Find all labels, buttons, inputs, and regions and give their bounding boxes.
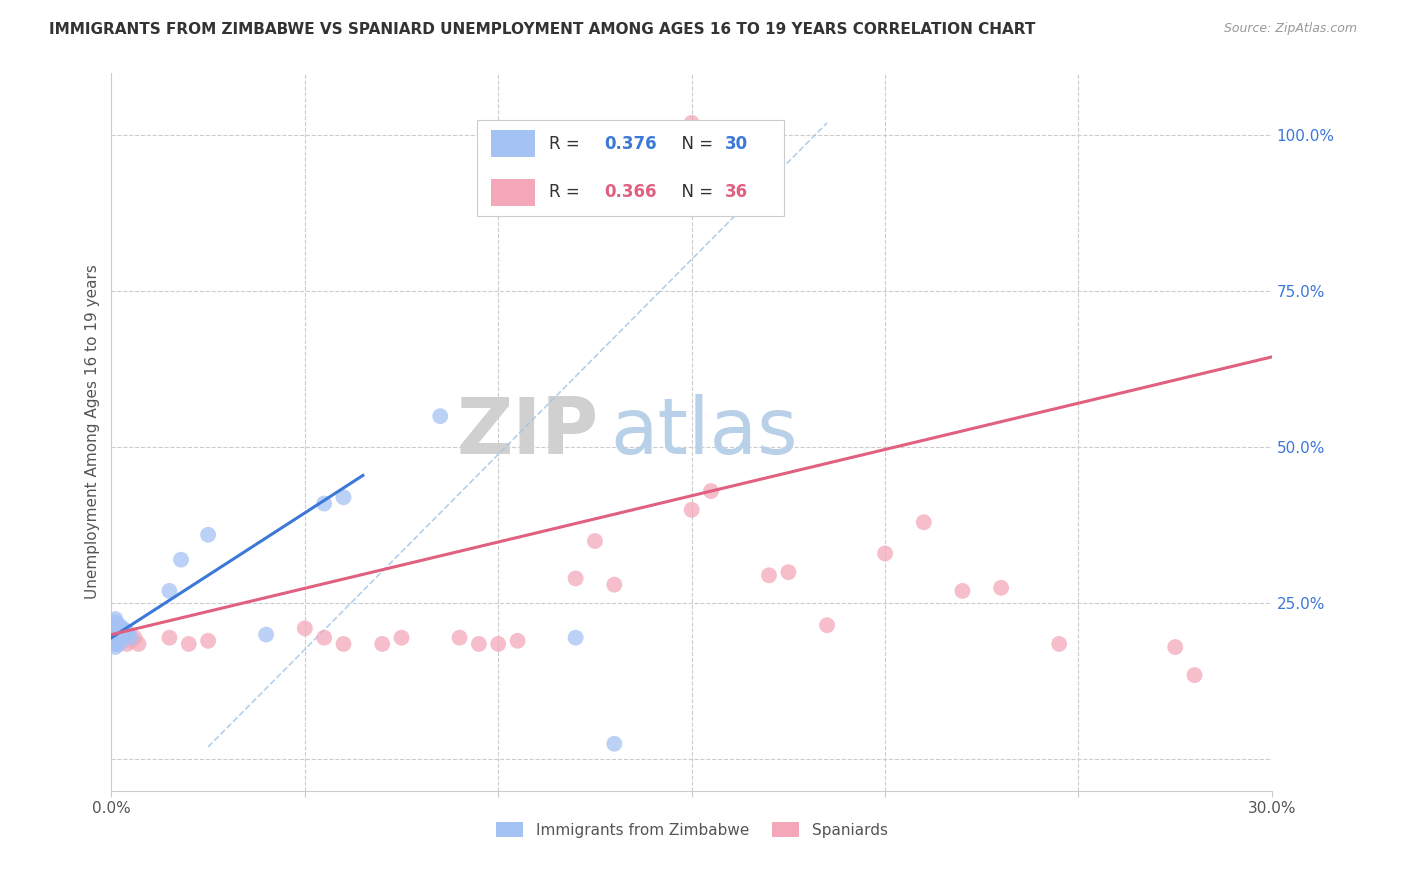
Point (104, 621, 127, 635)
Point (104, 631, 127, 645)
Point (603, 737, 626, 751)
Point (120, 633, 142, 648)
Point (294, 621, 316, 635)
Point (197, 633, 219, 648)
Point (115, 637, 138, 651)
FancyBboxPatch shape (477, 120, 785, 217)
Text: 0.376: 0.376 (605, 135, 657, 153)
Text: Source: ZipAtlas.com: Source: ZipAtlas.com (1223, 22, 1357, 36)
Point (700, 484, 723, 499)
Legend: Immigrants from Zimbabwe, Spaniards: Immigrants from Zimbabwe, Spaniards (489, 816, 894, 844)
FancyBboxPatch shape (491, 178, 536, 206)
Text: 36: 36 (725, 183, 748, 202)
Point (104, 612, 127, 626)
Point (468, 637, 491, 651)
Point (111, 621, 134, 635)
Point (108, 633, 131, 648)
Point (429, 409, 451, 424)
Text: IMMIGRANTS FROM ZIMBABWE VS SPANIARD UNEMPLOYMENT AMONG AGES 16 TO 19 YEARS CORR: IMMIGRANTS FROM ZIMBABWE VS SPANIARD UNE… (49, 22, 1036, 37)
Point (104, 640, 127, 654)
Point (111, 627, 134, 641)
Point (111, 627, 134, 641)
Y-axis label: Unemployment Among Ages 16 to 19 years: Unemployment Among Ages 16 to 19 years (86, 264, 100, 599)
Point (177, 637, 200, 651)
FancyBboxPatch shape (491, 130, 536, 158)
Point (873, 546, 896, 560)
Point (486, 637, 509, 651)
Point (108, 618, 131, 632)
Point (108, 631, 131, 645)
Point (159, 583, 181, 598)
Point (332, 637, 354, 651)
Point (115, 624, 138, 639)
Point (449, 631, 471, 645)
Point (912, 515, 935, 529)
Point (391, 631, 413, 645)
Text: atlas: atlas (610, 393, 799, 470)
Point (170, 552, 193, 566)
Point (104, 627, 127, 641)
Point (314, 631, 336, 645)
Text: N =: N = (671, 183, 718, 202)
Point (681, 503, 703, 517)
Text: R =: R = (548, 135, 585, 153)
Point (104, 618, 127, 632)
Point (104, 637, 127, 651)
Point (197, 527, 219, 541)
Text: 0.366: 0.366 (605, 183, 657, 202)
Text: R =: R = (548, 183, 585, 202)
Point (314, 497, 336, 511)
Point (603, 577, 626, 591)
Point (124, 631, 146, 645)
Point (115, 627, 138, 641)
Point (108, 637, 131, 651)
Point (952, 583, 974, 598)
Point (583, 533, 606, 548)
Point (815, 618, 838, 632)
Point (1184, 668, 1206, 682)
Point (104, 637, 127, 651)
Point (758, 568, 780, 582)
Point (1047, 637, 1070, 651)
Point (127, 637, 149, 651)
Point (564, 631, 586, 645)
Point (108, 627, 131, 641)
Point (681, 116, 703, 130)
Point (108, 624, 131, 639)
Point (108, 631, 131, 645)
Point (111, 624, 134, 639)
Point (332, 491, 354, 505)
Text: N =: N = (671, 135, 718, 153)
Text: ZIP: ZIP (457, 393, 599, 470)
Text: 30: 30 (725, 135, 748, 153)
Point (990, 581, 1012, 595)
Point (104, 624, 127, 639)
Point (104, 633, 127, 648)
Point (778, 565, 800, 579)
Point (506, 633, 529, 648)
Point (159, 631, 181, 645)
Point (371, 637, 394, 651)
Point (1164, 640, 1187, 654)
Point (104, 615, 127, 629)
Point (564, 571, 586, 585)
Point (120, 631, 142, 645)
Point (254, 627, 277, 641)
